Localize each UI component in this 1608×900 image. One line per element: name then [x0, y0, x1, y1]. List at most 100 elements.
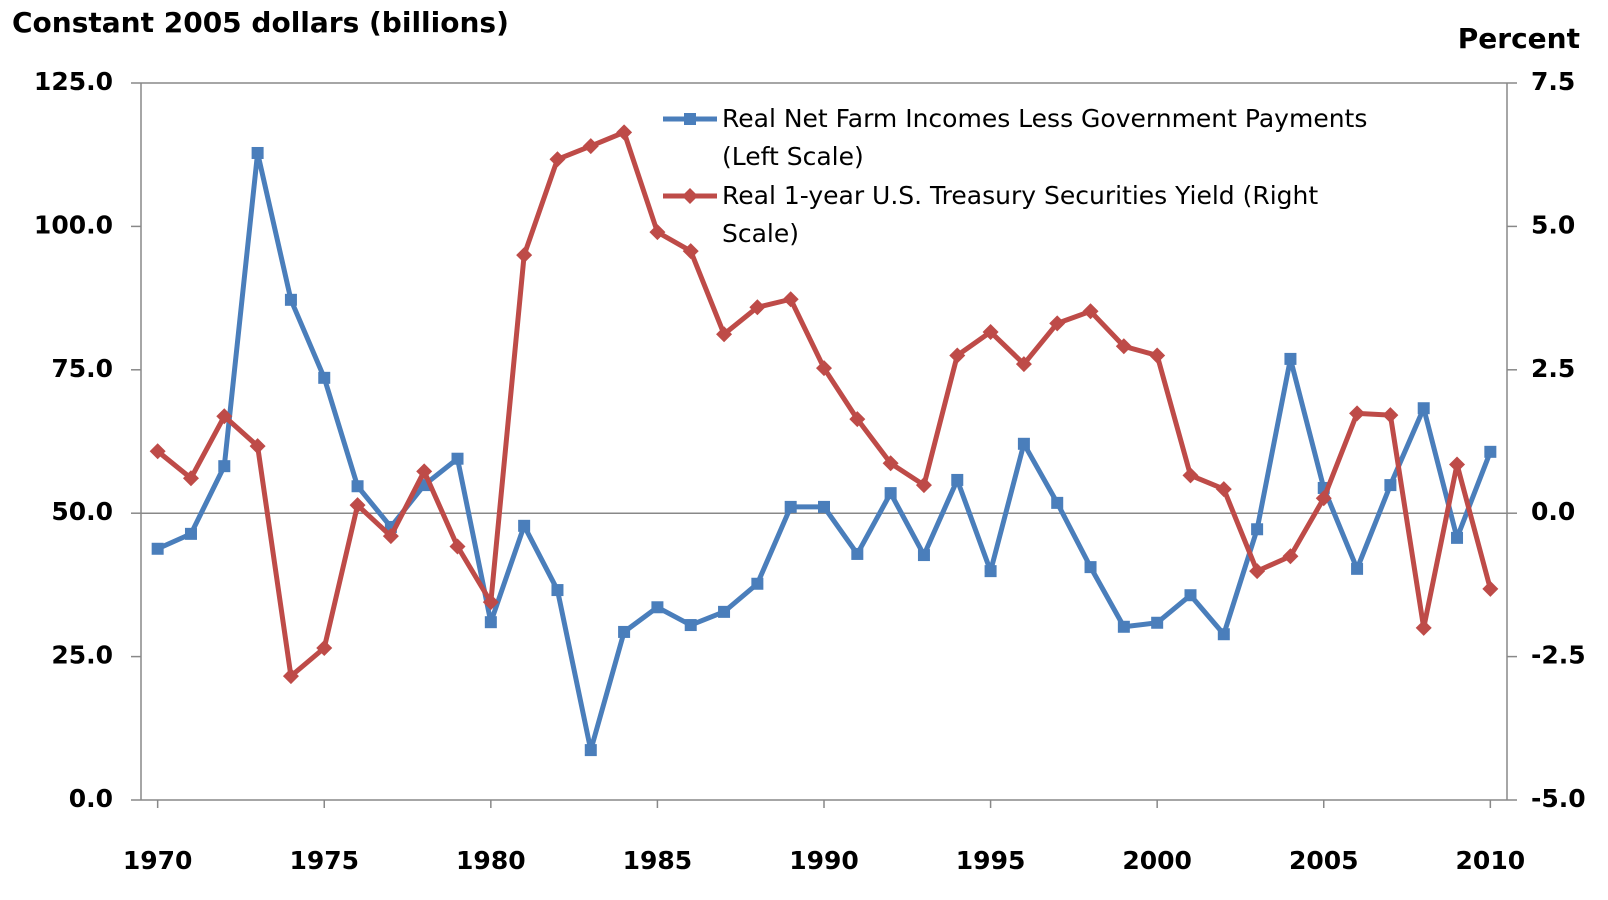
point [584, 744, 597, 757]
point [349, 497, 366, 514]
point [984, 565, 997, 578]
point [151, 542, 164, 555]
x-tick-label: 1985 [623, 846, 693, 875]
y2-tick-label: -2.5 [1531, 641, 1586, 670]
point [282, 668, 299, 685]
point [1184, 589, 1197, 602]
point [351, 480, 364, 493]
x-tick-label: 2005 [1289, 846, 1359, 875]
point [1117, 620, 1130, 633]
point [1151, 616, 1164, 629]
point [449, 538, 466, 555]
y-tick-label: 25.0 [51, 641, 113, 670]
x-tick-label: 1980 [456, 846, 526, 875]
x-tick-label: 2000 [1122, 846, 1192, 875]
point [1349, 405, 1366, 422]
point [1484, 445, 1497, 458]
point [684, 619, 697, 632]
point [882, 455, 899, 472]
point [1282, 548, 1299, 565]
point [782, 291, 799, 308]
y-tick-label: 75.0 [51, 354, 113, 383]
point [251, 146, 264, 159]
point [1217, 628, 1230, 641]
point [1417, 402, 1430, 415]
point [616, 124, 633, 141]
point [1182, 467, 1199, 484]
legend-marker [682, 188, 698, 204]
point [1315, 490, 1332, 507]
legend-label: Real 1-year U.S. Treasury Securities Yie… [722, 181, 1319, 248]
point [917, 549, 930, 562]
point [649, 224, 666, 241]
point [318, 371, 331, 384]
point [1251, 523, 1264, 536]
point [316, 639, 333, 656]
point [951, 473, 964, 486]
point [1017, 437, 1030, 450]
point [1115, 338, 1132, 355]
point [416, 463, 433, 480]
point [518, 519, 531, 532]
point [915, 477, 932, 494]
point [749, 299, 766, 316]
point [716, 326, 733, 343]
point [1415, 619, 1432, 636]
point [1082, 303, 1099, 320]
point [982, 323, 999, 340]
point [182, 470, 199, 487]
point [184, 527, 197, 540]
point [451, 452, 464, 465]
point [1284, 352, 1297, 365]
x-tick-label: 1970 [123, 846, 193, 875]
point [1482, 580, 1499, 597]
y2-tick-label: 0.0 [1531, 497, 1575, 526]
x-tick-label: 2010 [1456, 846, 1526, 875]
point [149, 443, 166, 460]
point [849, 411, 866, 428]
point [249, 438, 266, 455]
point [549, 151, 566, 168]
point [284, 293, 297, 306]
point [1384, 479, 1397, 492]
y-tick-label: 125.0 [34, 67, 113, 96]
y2-tick-label: 2.5 [1531, 354, 1575, 383]
y2-tick-label: 5.0 [1531, 210, 1575, 239]
point [1084, 561, 1097, 574]
point [1351, 562, 1364, 575]
point [851, 547, 864, 560]
legend-marker [684, 113, 696, 125]
point [682, 243, 699, 260]
point [516, 247, 533, 264]
point [1382, 407, 1399, 424]
y2-axis-title: Percent [1458, 22, 1580, 55]
point [1449, 456, 1466, 473]
point [884, 487, 897, 500]
y-tick-label: 0.0 [69, 784, 113, 813]
x-tick-label: 1975 [289, 846, 359, 875]
point [382, 528, 399, 545]
point [818, 500, 830, 513]
point [484, 616, 497, 629]
point [216, 408, 233, 425]
point [551, 584, 564, 597]
point [718, 605, 731, 618]
point [1451, 531, 1464, 544]
point [1015, 356, 1032, 373]
y-tick-label: 50.0 [51, 497, 113, 526]
point [1149, 347, 1166, 364]
point [651, 601, 664, 614]
point [784, 500, 797, 513]
point [1049, 315, 1066, 332]
point [816, 360, 832, 377]
point [1215, 481, 1232, 498]
y-tick-label: 100.0 [34, 210, 113, 239]
y-axis-title: Constant 2005 dollars (billions) [12, 6, 509, 39]
legend-label: Real Net Farm Incomes Less Government Pa… [722, 104, 1368, 171]
x-tick-label: 1990 [789, 846, 859, 875]
point [949, 347, 966, 364]
point [1249, 563, 1266, 580]
point [482, 594, 499, 611]
